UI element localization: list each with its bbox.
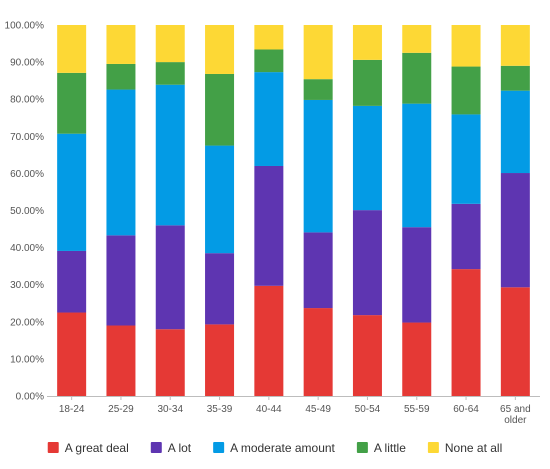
x-tick-label-40-44: 40-44: [256, 404, 282, 415]
legend-label: A lot: [168, 441, 192, 455]
legend-label: A moderate amount: [230, 441, 335, 455]
y-tick-label: 50.00%: [10, 206, 44, 217]
bar-55-59-a-great-deal: [402, 322, 432, 396]
bar-55-59-none-at-all: [402, 25, 432, 53]
bar-25-29-a-moderate-amount: [106, 89, 136, 236]
bar-50-54-a-great-deal: [352, 315, 382, 396]
x-tick-label-30-34: 30-34: [157, 404, 183, 415]
bar-50-54-a-little: [352, 59, 382, 106]
bar-25-29-none-at-all: [106, 25, 136, 64]
bar-30-34-a-lot: [155, 225, 185, 330]
bar-35-39-a-little: [205, 73, 235, 146]
y-tick-label: 40.00%: [10, 243, 44, 254]
legend-label: A great deal: [65, 441, 129, 455]
bar-18-24-a-lot: [57, 250, 87, 313]
legend-item-none-at-all: None at all: [427, 441, 502, 455]
bar-30-34-a-moderate-amount: [155, 84, 185, 226]
bars-layer: [57, 25, 530, 396]
bar-25-29-a-great-deal: [106, 325, 136, 396]
bar-50-54-a-moderate-amount: [352, 105, 382, 211]
bar-18-24-a-great-deal: [57, 312, 87, 396]
legend-swatch: [356, 442, 368, 453]
y-tick-label: 0.00%: [16, 392, 44, 403]
bar-40-44-a-lot: [254, 165, 284, 286]
x-tick-label-18-24: 18-24: [59, 404, 85, 415]
bar-40-44-a-moderate-amount: [254, 72, 284, 166]
axes-layer: 0.00% 10.00% 20.00% 30.00% 40.00% 50.00% 60.00…: [5, 21, 540, 426]
y-tick-label: 60.00%: [10, 169, 44, 180]
bar-30-34-none-at-all: [155, 25, 185, 63]
y-tick-label: 70.00%: [10, 132, 44, 143]
legend-swatch: [213, 442, 225, 453]
bar-45-49-a-lot: [303, 232, 333, 309]
x-tick-label-55-59: 55-59: [404, 404, 430, 415]
legend-item-a-lot: A lot: [150, 441, 192, 455]
bar-50-54-none-at-all: [352, 25, 382, 60]
y-tick-label: 10.00%: [10, 354, 44, 365]
bar-60-64-a-little: [451, 66, 481, 115]
bar-45-49-a-little: [303, 79, 333, 100]
legend-swatch: [427, 442, 439, 453]
legend-label: None at all: [445, 441, 502, 455]
bar-65-and-older-a-moderate-amount: [500, 90, 530, 174]
x-tick-label-65-and-older: 65 and older: [500, 404, 531, 426]
bar-65-and-older-none-at-all: [500, 25, 530, 66]
x-tick-label-45-49: 45-49: [305, 404, 331, 415]
y-tick-label: 100.00%: [5, 21, 45, 32]
bar-55-59-a-lot: [402, 227, 432, 323]
legend-swatch: [150, 442, 162, 453]
legend: A great deal A lot A moderate amount A litt…: [47, 441, 502, 455]
bar-65-and-older-a-little: [500, 65, 530, 91]
legend-item-a-little: A little: [356, 441, 406, 455]
bar-18-24-a-little: [57, 72, 87, 134]
bar-60-64-a-lot: [451, 203, 481, 270]
bar-35-39-a-moderate-amount: [205, 145, 235, 254]
y-tick-label: 80.00%: [10, 95, 44, 106]
legend-label: A little: [374, 441, 406, 455]
bar-60-64-a-moderate-amount: [451, 114, 481, 204]
bar-65-and-older-a-great-deal: [500, 287, 530, 396]
bar-40-44-a-great-deal: [254, 285, 284, 396]
bar-30-34-a-great-deal: [155, 329, 185, 396]
y-tick-label: 20.00%: [10, 317, 44, 328]
bar-35-39-none-at-all: [205, 25, 235, 74]
bar-25-29-a-little: [106, 63, 136, 90]
bar-18-24-a-moderate-amount: [57, 133, 87, 251]
bar-50-54-a-lot: [352, 210, 382, 316]
x-tick-label-60-64: 60-64: [453, 404, 479, 415]
bar-40-44-none-at-all: [254, 25, 284, 50]
bar-35-39-a-great-deal: [205, 324, 235, 396]
legend-item-a-great-deal: A great deal: [47, 441, 129, 455]
bar-55-59-a-moderate-amount: [402, 103, 432, 228]
bar-60-64-none-at-all: [451, 25, 481, 67]
bar-18-24-none-at-all: [57, 25, 87, 73]
bar-45-49-a-great-deal: [303, 308, 333, 396]
legend-item-a-moderate-amount: A moderate amount: [213, 441, 336, 455]
bar-55-59-a-little: [402, 52, 432, 104]
x-tick-label-50-54: 50-54: [355, 404, 381, 415]
y-tick-label: 90.00%: [10, 58, 44, 69]
y-tick-label: 30.00%: [10, 280, 44, 291]
bar-30-34-a-little: [155, 62, 185, 85]
bar-45-49-a-moderate-amount: [303, 99, 333, 233]
x-tick-label-35-39: 35-39: [207, 404, 233, 415]
bar-65-and-older-a-lot: [500, 173, 530, 288]
bar-25-29-a-lot: [106, 235, 136, 326]
bar-35-39-a-lot: [205, 253, 235, 325]
legend-swatch: [47, 442, 59, 453]
bar-60-64-a-great-deal: [451, 269, 481, 396]
x-tick-label-25-29: 25-29: [108, 404, 134, 415]
bar-40-44-a-little: [254, 49, 284, 73]
bar-45-49-none-at-all: [303, 25, 333, 80]
